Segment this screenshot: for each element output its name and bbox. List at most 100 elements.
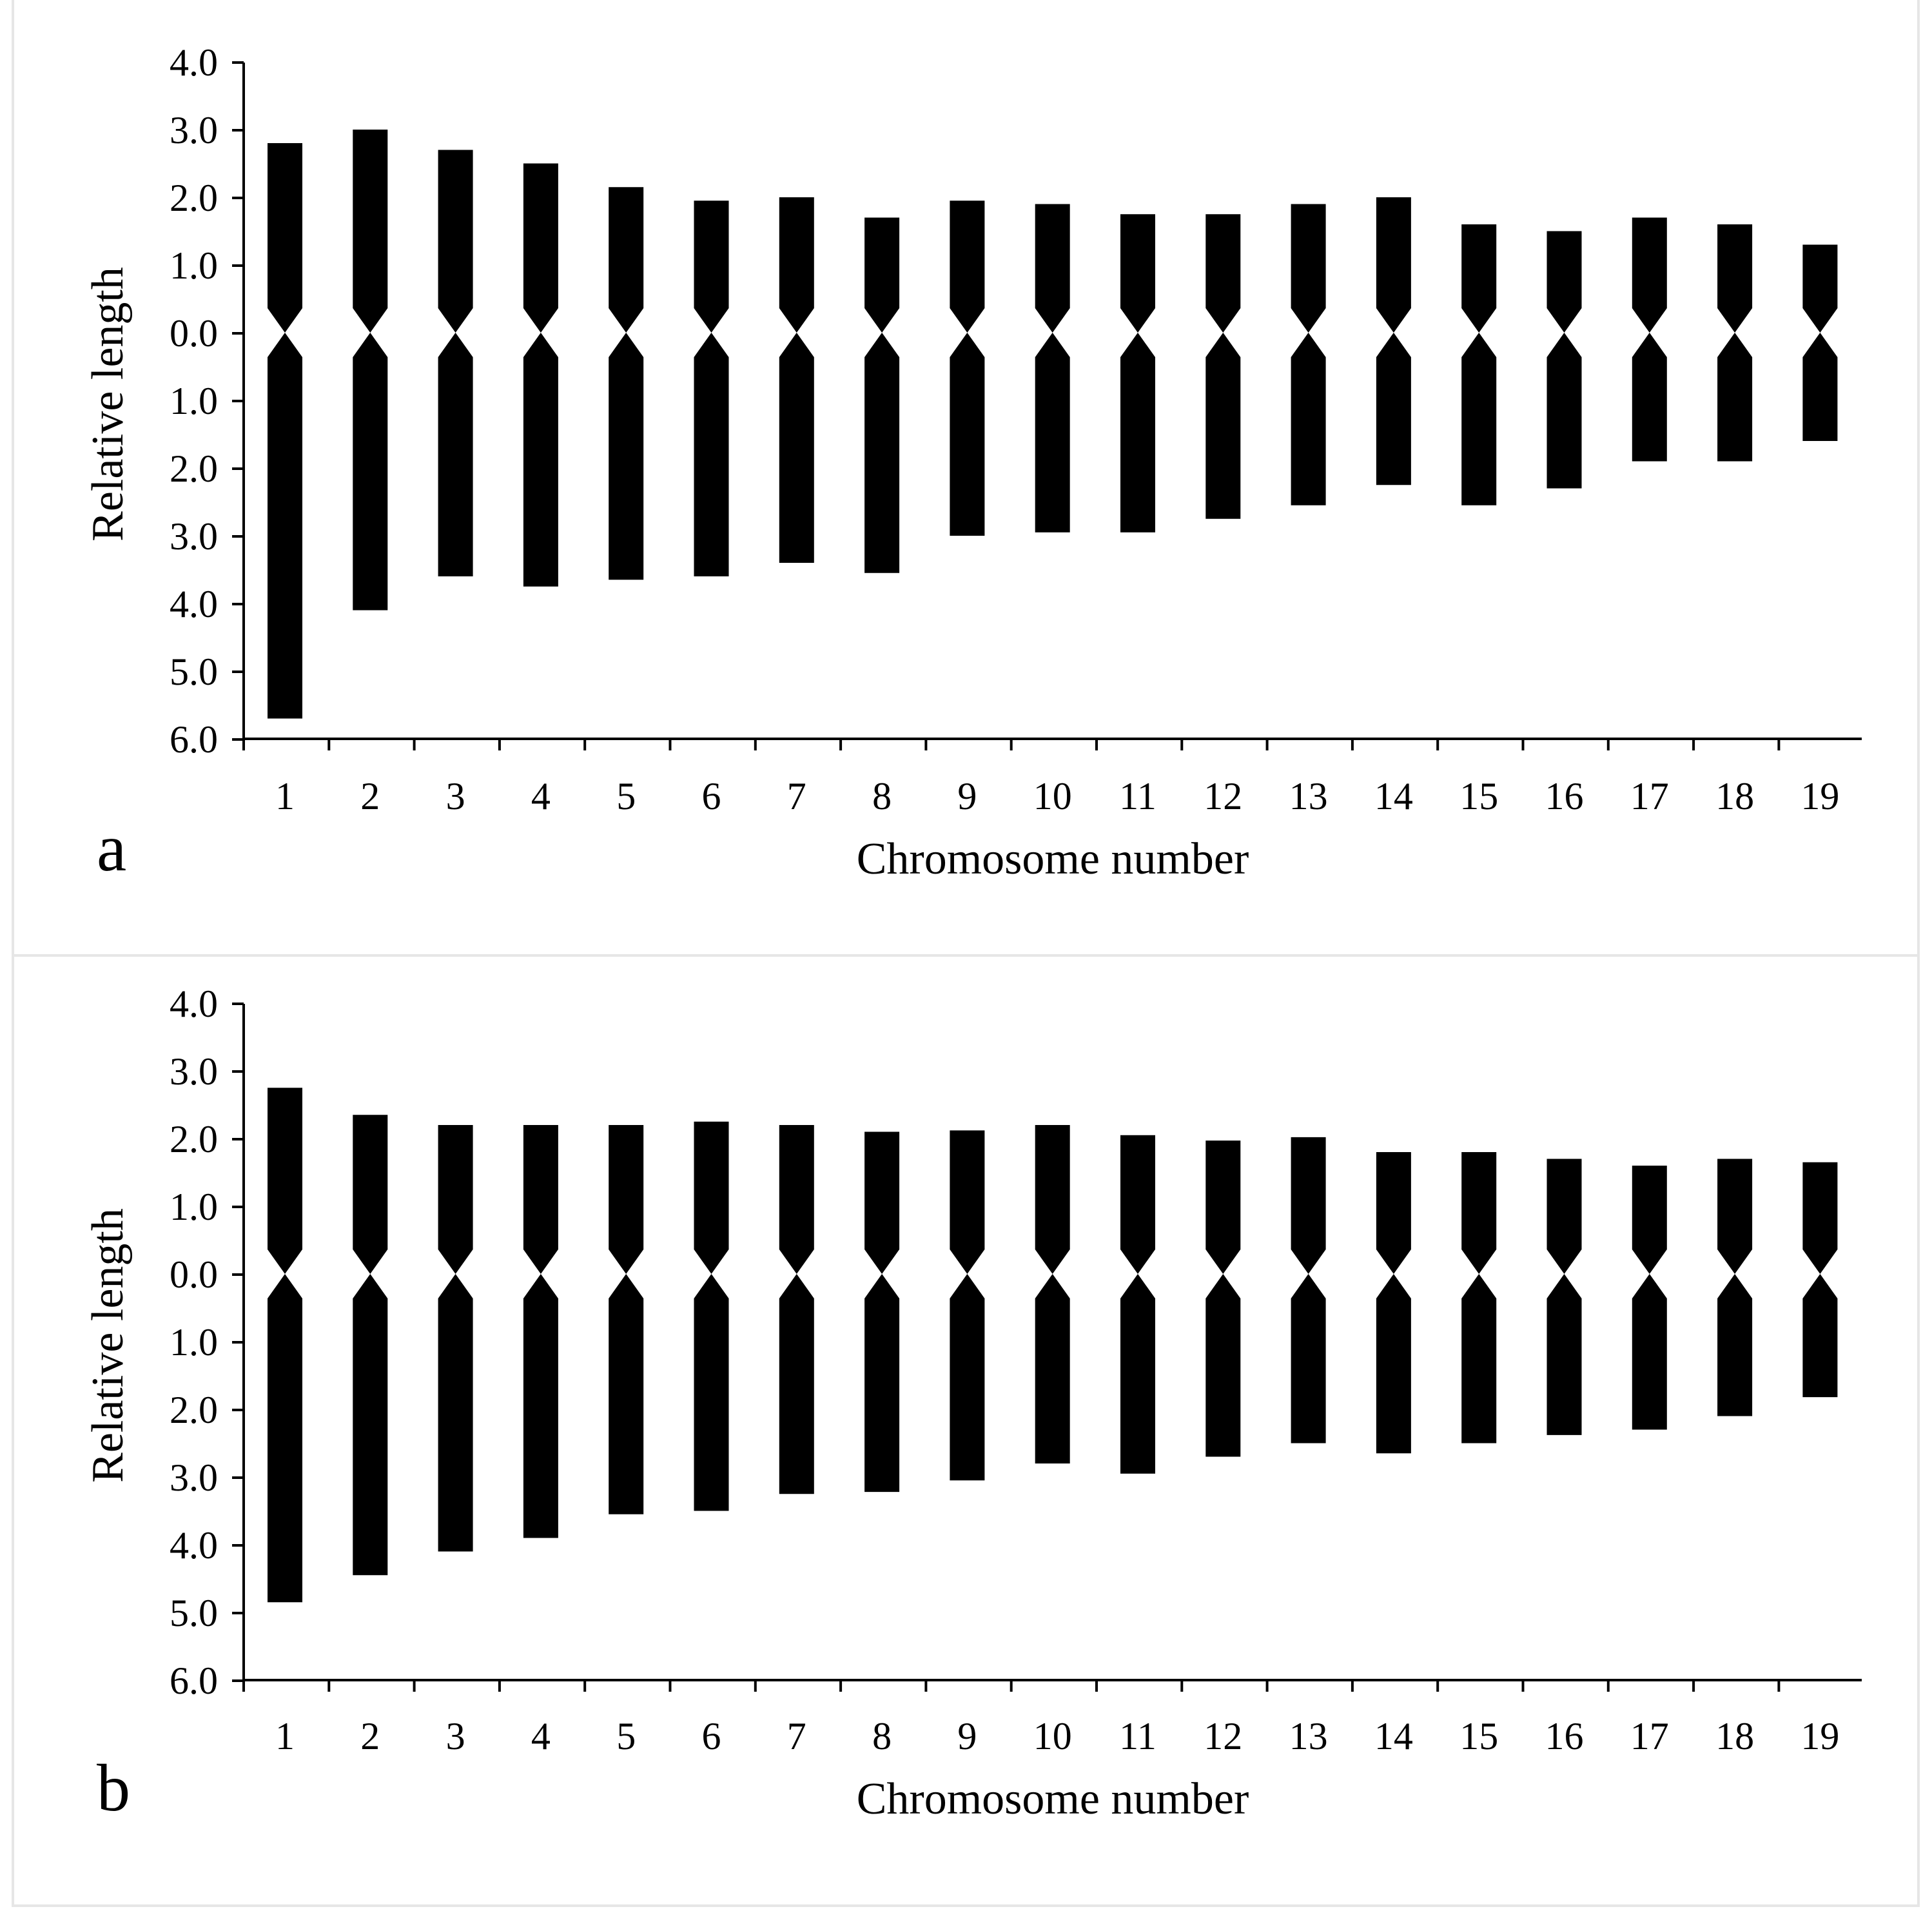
x-tick-label: 8 [872, 1715, 892, 1757]
x-tick-label: 9 [957, 1715, 977, 1757]
chromosome-13-short-arm [1291, 1137, 1326, 1274]
chromosome-11-short-arm [1120, 1135, 1155, 1274]
chromosome-15-short-arm [1461, 224, 1497, 333]
y-tick-label: 0.0 [170, 312, 218, 355]
x-tick-label: 14 [1374, 775, 1413, 817]
y-tick-label: 3.0 [170, 1050, 218, 1093]
chromosome-14-long-arm [1376, 1274, 1411, 1454]
panel-b: 4.03.02.01.00.01.02.03.04.05.06.01 2 3 4 5 6 7… [83, 983, 1862, 1825]
x-tick-label: 19 [1800, 1715, 1839, 1757]
chromosome-4-short-arm [523, 1125, 558, 1274]
x-tick-label: 1 [275, 1715, 295, 1757]
x-tick-label: 12 [1204, 1715, 1242, 1757]
y-tick-label: 1.0 [170, 244, 218, 287]
chromosome-2-short-arm [353, 1115, 388, 1274]
chromosome-8-long-arm [864, 1274, 900, 1492]
x-tick-label: 3 [446, 1715, 465, 1757]
y-tick-label: 1.0 [170, 380, 218, 422]
chromosome-19-long-arm [1802, 333, 1838, 441]
chromosome-5-long-arm [609, 333, 644, 580]
chromosome-6-long-arm [694, 1274, 729, 1511]
chromosome-14-short-arm [1376, 197, 1411, 333]
x-tick-label: 16 [1545, 775, 1584, 817]
chromosome-8-short-arm [864, 1131, 900, 1274]
y-tick-label: 2.0 [170, 1389, 218, 1431]
x-tick-label: 7 [787, 775, 806, 817]
x-tick-label: 6 [702, 775, 721, 817]
chromosome-12-short-arm [1205, 214, 1241, 333]
chromosome-5-short-arm [609, 187, 644, 333]
x-tick-label: 5 [616, 1715, 636, 1757]
chromosome-12-long-arm [1205, 333, 1241, 519]
chromosome-17-long-arm [1632, 333, 1667, 462]
chromosome-6-short-arm [694, 201, 729, 333]
chromosome-9-long-arm [950, 1274, 985, 1481]
y-tick-label: 3.0 [170, 109, 218, 152]
chromosome-15-long-arm [1461, 1274, 1497, 1443]
chromosome-18-long-arm [1717, 333, 1753, 462]
chromosome-10-long-arm [1035, 333, 1070, 533]
chromosome-19-short-arm [1802, 1162, 1838, 1274]
x-tick-label: 4 [531, 775, 551, 817]
y-tick-label: 4.0 [170, 983, 218, 1025]
y-tick-label: 1.0 [170, 1321, 218, 1364]
y-tick-label: 3.0 [170, 515, 218, 558]
x-tick-label: 17 [1630, 775, 1669, 817]
chromosome-5-short-arm [609, 1125, 644, 1274]
y-tick-label: 3.0 [170, 1456, 218, 1499]
x-tick-label: 2 [360, 1715, 380, 1757]
panel-label: a [97, 811, 126, 885]
chromosome-9-long-arm [950, 333, 985, 536]
x-tick-label: 18 [1715, 775, 1754, 817]
chromosome-12-long-arm [1205, 1274, 1241, 1457]
x-tick-label: 15 [1459, 1715, 1498, 1757]
x-tick-label: 11 [1119, 775, 1156, 817]
y-tick-label: 6.0 [170, 718, 218, 761]
chromosome-18-short-arm [1717, 224, 1753, 333]
x-tick-label: 5 [616, 775, 636, 817]
x-tick-label: 10 [1033, 775, 1072, 817]
chromosome-4-long-arm [523, 333, 558, 587]
x-tick-label: 11 [1119, 1715, 1156, 1757]
chromosome-6-short-arm [694, 1121, 729, 1274]
chromosome-7-short-arm [779, 1125, 814, 1274]
chromosome-3-short-arm [438, 150, 473, 333]
x-tick-label: 1 [275, 775, 295, 817]
x-tick-label: 18 [1715, 1715, 1754, 1757]
y-tick-label: 4.0 [170, 41, 218, 84]
chromosome-10-short-arm [1035, 204, 1070, 333]
chromosome-2-long-arm [353, 333, 388, 611]
chromosome-7-long-arm [779, 333, 814, 563]
chromosome-15-short-arm [1461, 1152, 1497, 1274]
chromosome-19-short-arm [1802, 244, 1838, 333]
chromosome-4-long-arm [523, 1274, 558, 1538]
chromosome-3-long-arm [438, 333, 473, 576]
chromosome-1-long-arm [268, 1274, 302, 1603]
x-tick-label: 7 [787, 1715, 806, 1757]
chromosome-2-short-arm [353, 130, 388, 333]
y-axis-title: Relative length [83, 1208, 133, 1483]
chromosome-17-short-arm [1632, 217, 1667, 333]
chromosome-11-long-arm [1120, 333, 1155, 533]
chromosome-9-short-arm [950, 1130, 985, 1274]
x-tick-label: 12 [1204, 775, 1242, 817]
chromosome-6-long-arm [694, 333, 729, 576]
y-tick-label: 5.0 [170, 651, 218, 693]
panel-label: b [97, 1751, 130, 1825]
chromosome-7-long-arm [779, 1274, 814, 1494]
chromosome-16-long-arm [1547, 1274, 1582, 1435]
chromosome-14-short-arm [1376, 1152, 1411, 1274]
x-tick-label: 13 [1289, 1715, 1328, 1757]
y-tick-label: 2.0 [170, 447, 218, 490]
y-tick-label: 4.0 [170, 583, 218, 625]
chromosome-16-long-arm [1547, 333, 1582, 489]
x-tick-label: 2 [360, 775, 380, 817]
chromosome-16-short-arm [1547, 231, 1582, 333]
x-tick-label: 8 [872, 775, 892, 817]
chromosome-8-long-arm [864, 333, 900, 573]
chromosome-19-long-arm [1802, 1274, 1838, 1398]
x-tick-label: 14 [1374, 1715, 1413, 1757]
y-tick-label: 2.0 [170, 1118, 218, 1160]
chromosome-12-short-arm [1205, 1140, 1241, 1274]
chromosome-16-short-arm [1547, 1159, 1582, 1274]
